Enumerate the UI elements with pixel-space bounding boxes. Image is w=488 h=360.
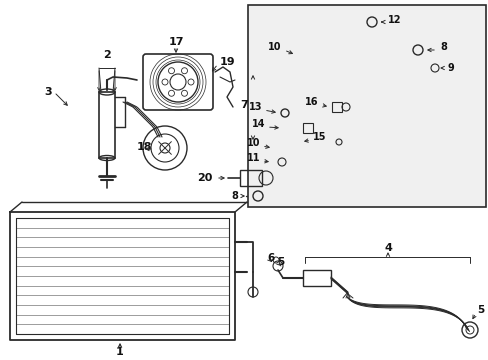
Bar <box>99 92 115 158</box>
Text: 18: 18 <box>136 142 152 152</box>
Text: 8: 8 <box>231 191 238 201</box>
Text: 9: 9 <box>447 63 454 73</box>
Text: 5: 5 <box>476 305 483 315</box>
Text: 5: 5 <box>276 257 284 267</box>
Text: 10: 10 <box>267 42 281 52</box>
Text: 4: 4 <box>383 243 391 253</box>
Text: 11: 11 <box>246 153 260 163</box>
Bar <box>331 102 341 112</box>
Text: 7: 7 <box>240 100 247 110</box>
Text: 2: 2 <box>103 50 111 60</box>
Text: 1: 1 <box>116 347 123 357</box>
Text: 8: 8 <box>439 42 446 52</box>
Text: 16: 16 <box>304 97 317 107</box>
Text: 20: 20 <box>197 173 213 183</box>
Text: 6: 6 <box>266 253 274 263</box>
Text: 15: 15 <box>312 132 326 142</box>
Text: 12: 12 <box>387 15 401 25</box>
Text: 17: 17 <box>168 37 183 47</box>
Text: 13: 13 <box>248 102 262 112</box>
Bar <box>303 123 312 133</box>
Bar <box>247 5 485 207</box>
Text: 14: 14 <box>251 119 264 129</box>
Text: 19: 19 <box>220 57 235 67</box>
Bar <box>240 170 262 186</box>
Text: 10: 10 <box>246 138 260 148</box>
Text: 3: 3 <box>44 87 52 97</box>
Bar <box>303 270 330 286</box>
